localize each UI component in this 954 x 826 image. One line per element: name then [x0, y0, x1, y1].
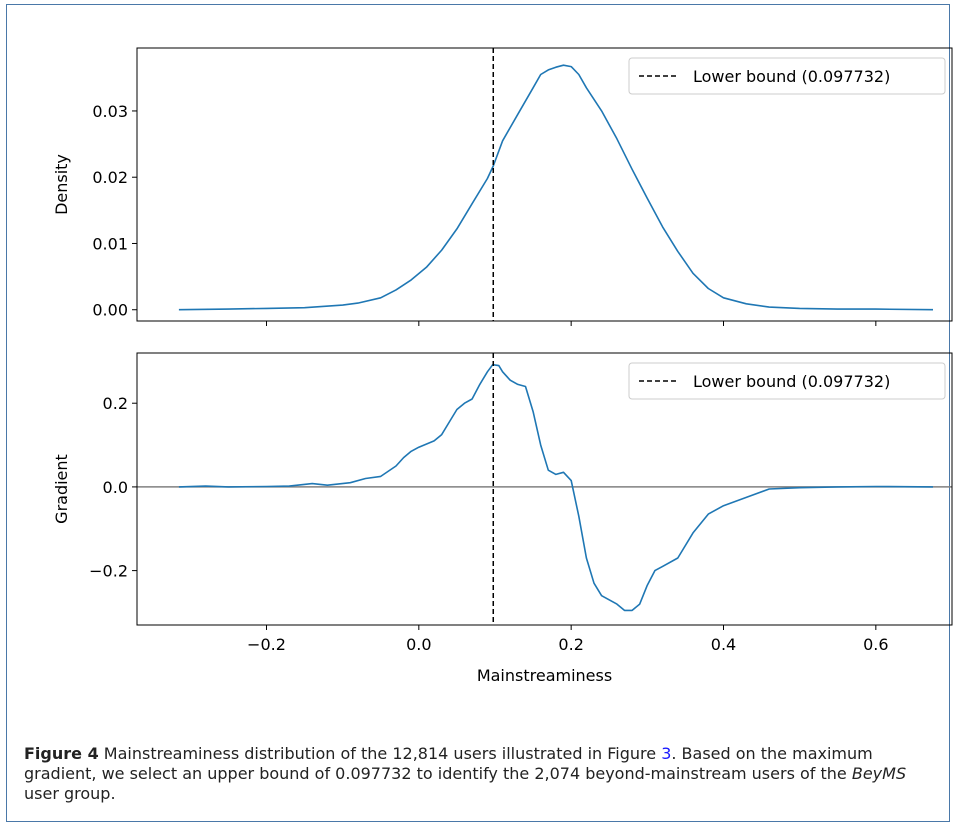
- panel-1-legend-label: Lower bound (0.097732): [693, 67, 890, 86]
- caption-text-1: Mainstreaminess distribution of the 12,8…: [98, 744, 662, 763]
- panel-2-ytick-label: 0.2: [103, 394, 128, 413]
- caption-text-3: user group.: [24, 784, 116, 803]
- panel-1-ytick-label: 0.03: [92, 102, 128, 121]
- panel-1-series-line-1: [178, 64, 934, 311]
- caption-group-name: BeyMS: [851, 764, 907, 783]
- panel-2-ylabel: Gradient: [52, 454, 71, 524]
- panel-2-xtick-label: 0.0: [406, 635, 431, 654]
- figure-frame: [6, 4, 950, 822]
- panel-1-ylabel: Density: [52, 154, 71, 215]
- panel-1-axes-frame: [136, 47, 953, 322]
- panel-2-xtick-label: −0.2: [247, 635, 286, 654]
- panel-1-ytick-label: 0.02: [92, 168, 128, 187]
- panel-2-legend-label: Lower bound (0.097732): [693, 372, 890, 391]
- panel-1-ytick-label: 0.00: [92, 301, 128, 320]
- panel-1-ytick-label: 0.01: [92, 234, 128, 253]
- caption-label: Figure 4: [24, 744, 99, 763]
- panel-2-xtick-label: 0.4: [711, 635, 736, 654]
- panel-2-axes-frame: [136, 352, 953, 626]
- panel-2-xtick-label: 0.6: [863, 635, 888, 654]
- panel-2-ytick-label: −0.2: [89, 562, 128, 581]
- panel-2-xtick-label: 0.2: [558, 635, 583, 654]
- panel-2-legend-box: [628, 362, 946, 400]
- caption-text-2: . Based on the maximum gradient, we sele…: [24, 744, 873, 783]
- panel-2-ytick-label: 0.0: [103, 478, 128, 497]
- panel-1-legend-box: [628, 57, 946, 95]
- panel-2-xlabel: Mainstreaminess: [477, 666, 612, 685]
- figure-caption: Figure 4 Mainstreaminess distribution of…: [24, 744, 934, 804]
- caption-figure-link[interactable]: 3: [661, 744, 672, 763]
- figure-charts: 0.00 0.01 0.02 0.03 Density Lower bound (0.09…: [52, 47, 953, 685]
- panel-2-series-line-1: [178, 363, 934, 612]
